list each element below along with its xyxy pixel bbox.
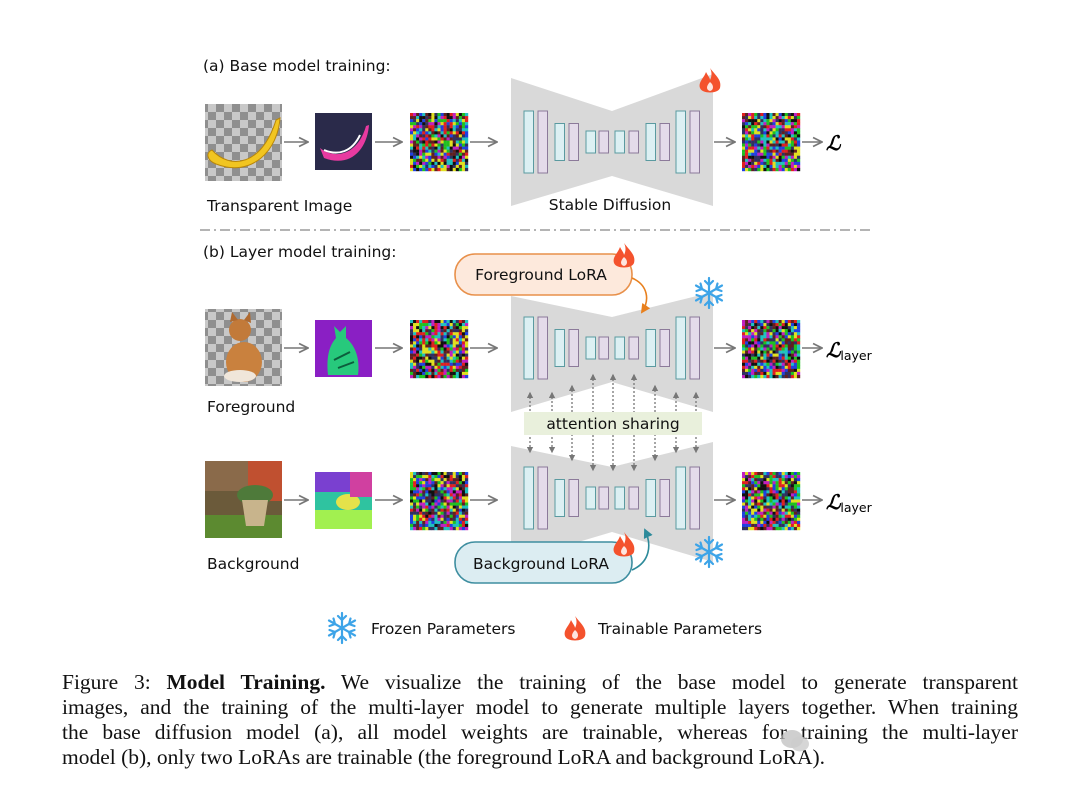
unet-block (537, 466, 548, 530)
background-unet (511, 442, 713, 562)
unet-block (659, 123, 670, 161)
predicted-noise (742, 113, 801, 172)
unet-block (585, 336, 596, 360)
unet-block (554, 329, 565, 367)
unet-block (568, 329, 579, 367)
foreground-label: Foreground (207, 398, 295, 416)
unet-block (689, 110, 700, 174)
caption-figure-number: Figure 3: (62, 670, 167, 694)
model-training-figure: (a) Base model training: ℒ Transparent I… (200, 57, 873, 645)
unet-block (645, 329, 656, 367)
unet-block (568, 123, 579, 161)
unet-shape (511, 74, 713, 206)
unet-shape (511, 292, 713, 412)
foreground-predicted-noise (742, 320, 801, 379)
unet-block (689, 316, 700, 380)
background-image (205, 461, 282, 538)
legend-frozen: Frozen Parameters (371, 620, 515, 638)
transparent-image-label: Transparent Image (206, 197, 352, 215)
background-noisy-latent (410, 472, 469, 531)
unet-block (598, 336, 609, 360)
unet-block (645, 479, 656, 517)
unet-block (675, 110, 686, 174)
caption-text: model (b), only two LoRAs are trainable … (62, 745, 826, 769)
unet-block (675, 316, 686, 380)
flame-icon (699, 68, 721, 93)
unet-block (585, 130, 596, 154)
foreground-lora-label: Foreground LoRA (475, 266, 607, 284)
unet-block (689, 466, 700, 530)
unet-block (568, 479, 579, 517)
attention-sharing-label: attention sharing (546, 415, 679, 433)
foreground-lora-arrow (631, 277, 651, 314)
unet-block (598, 130, 609, 154)
background-lora-arrow (631, 528, 653, 571)
legend-trainable: Trainable Parameters (597, 620, 762, 638)
unet-block (659, 479, 670, 517)
unet-block (554, 479, 565, 517)
foreground-noisy-latent (410, 320, 469, 379)
watermark-logo (781, 730, 809, 752)
unet-block (628, 336, 639, 360)
background-predicted-noise (742, 472, 801, 531)
foreground-loss: ℒlayer (826, 338, 873, 363)
section-a-title: (a) Base model training: (203, 57, 391, 75)
caption-text: images, and the training of the multi-la… (62, 695, 1018, 719)
unet-block (645, 123, 656, 161)
background-loss: ℒlayer (826, 490, 873, 515)
section-b-title: (b) Layer model training: (203, 243, 396, 261)
unet-block (523, 316, 534, 380)
unet-block (554, 123, 565, 161)
latent-banana (315, 113, 372, 170)
caption-text: the base diffusion model (a), all model … (62, 720, 1018, 744)
unet-block (585, 486, 596, 510)
unet-block (598, 486, 609, 510)
stable-diffusion-unet (511, 74, 713, 206)
attention-sharing-box (524, 412, 702, 435)
unet-block (628, 130, 639, 154)
background-lora-box (454, 541, 633, 584)
background-lora-label: Background LoRA (473, 555, 609, 573)
figure-caption: Figure 3: Model Training. We visualize t… (62, 670, 1018, 770)
unet-block (614, 336, 625, 360)
latent-background (315, 472, 372, 529)
unet-shape (511, 442, 713, 562)
unet-block (523, 466, 534, 530)
caption-title: Model Training. (166, 670, 326, 694)
unet-block (659, 329, 670, 367)
unet-block (614, 130, 625, 154)
latent-cat (315, 320, 372, 377)
loss-symbol: ℒ (826, 131, 842, 155)
unet-block (675, 466, 686, 530)
foreground-image-cat (205, 309, 282, 386)
noisy-latent (410, 113, 469, 172)
snowflake-icon (327, 611, 357, 645)
unet-block (628, 486, 639, 510)
foreground-unet (511, 292, 713, 412)
unet-block (537, 110, 548, 174)
unet-block (614, 486, 625, 510)
flame-icon (613, 243, 635, 268)
flame-icon (564, 616, 586, 641)
caption-text: We visualize the training of the base mo… (325, 670, 1019, 694)
transparent-image-banana (205, 104, 282, 181)
foreground-lora-box (454, 253, 633, 296)
background-label: Background (207, 555, 299, 573)
stable-diffusion-label: Stable Diffusion (549, 196, 671, 214)
unet-block (523, 110, 534, 174)
unet-block (537, 316, 548, 380)
